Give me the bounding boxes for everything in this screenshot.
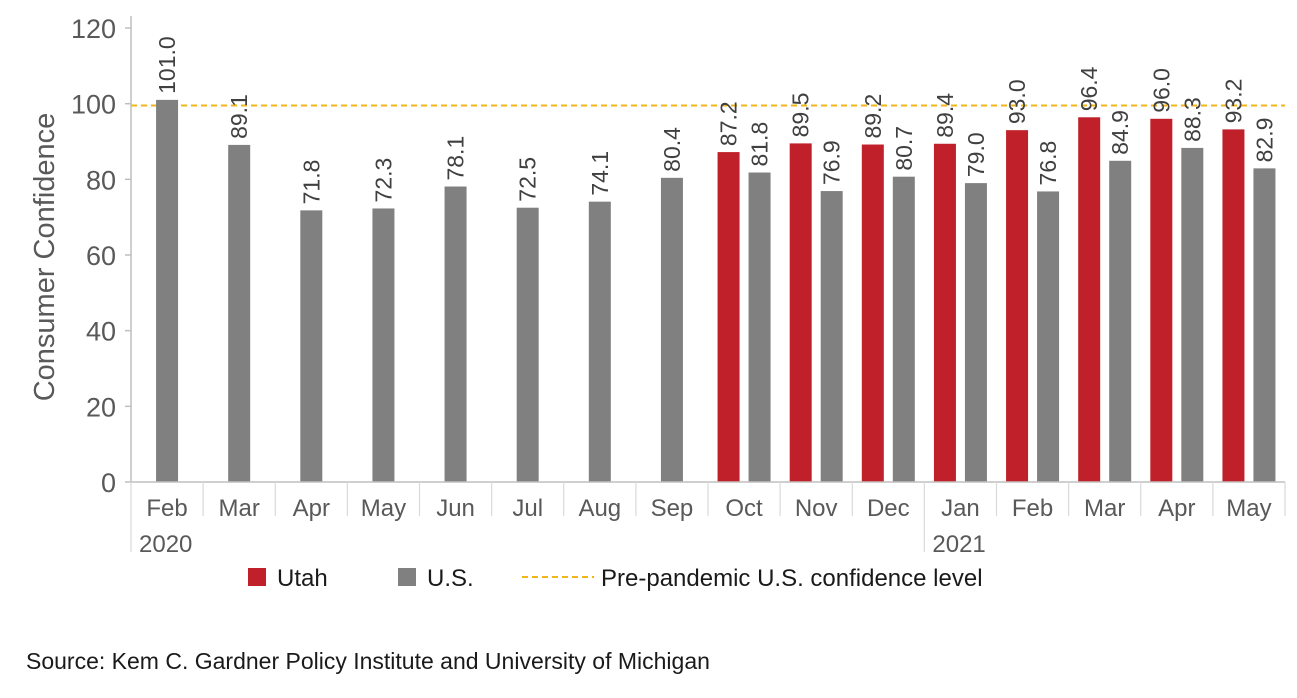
data-label-utah: 96.4 bbox=[1076, 66, 1102, 111]
y-tick-label: 120 bbox=[71, 14, 116, 44]
x-tick-label: Aug bbox=[578, 495, 621, 522]
bar-us bbox=[964, 183, 987, 482]
y-axis-label: Consumer Confidence bbox=[29, 113, 61, 402]
legend-label-utah: Utah bbox=[277, 565, 328, 592]
x-tick-label: Jan bbox=[941, 495, 980, 522]
data-label-us: 80.7 bbox=[891, 126, 917, 171]
bar-us bbox=[588, 201, 611, 482]
data-label-us: 76.8 bbox=[1035, 141, 1061, 186]
data-label-us: 82.9 bbox=[1251, 118, 1277, 163]
bar-us bbox=[156, 99, 179, 482]
data-label-us: 101.0 bbox=[154, 36, 180, 94]
bar-utah bbox=[789, 143, 812, 482]
data-label-us: 78.1 bbox=[443, 136, 469, 181]
bar-us bbox=[660, 177, 683, 482]
data-label-utah: 96.0 bbox=[1148, 68, 1174, 113]
bar-utah bbox=[717, 152, 740, 483]
x-tick-label: Sep bbox=[651, 495, 694, 522]
data-label-us: 89.1 bbox=[226, 94, 252, 139]
bar-us bbox=[300, 210, 323, 482]
bar-us bbox=[1181, 147, 1204, 482]
x-tick-label: May bbox=[361, 495, 406, 522]
y-tick-label: 40 bbox=[86, 317, 116, 347]
data-label-utah: 87.2 bbox=[716, 101, 742, 146]
x-tick-label: Jul bbox=[512, 495, 543, 522]
bar-us bbox=[892, 176, 915, 482]
x-tick-label: Dec bbox=[867, 495, 910, 522]
bar-utah bbox=[1006, 130, 1029, 482]
data-label-us: 81.8 bbox=[747, 122, 773, 167]
x-tick-label: Feb bbox=[146, 495, 187, 522]
data-label-us: 72.5 bbox=[515, 157, 541, 202]
data-label-utah: 93.2 bbox=[1220, 79, 1246, 124]
legend-swatch-utah bbox=[248, 568, 266, 586]
bar-us bbox=[1109, 160, 1132, 483]
data-label-us: 76.9 bbox=[819, 140, 845, 185]
x-axis: Feb Mar Apr May Jun Jul Aug Sep Oct Nov Dec Jan Feb M… bbox=[130, 481, 1286, 558]
x-tick-label: Jun bbox=[436, 495, 475, 522]
bar-utah bbox=[1078, 117, 1101, 482]
x-tick-label: Apr bbox=[1158, 495, 1195, 522]
y-tick-label: 20 bbox=[86, 392, 116, 422]
bar-us bbox=[1037, 191, 1060, 482]
x-tick-label: Feb bbox=[1012, 495, 1053, 522]
data-label-utah: 93.0 bbox=[1004, 79, 1030, 124]
data-label-us: 79.0 bbox=[963, 132, 989, 177]
data-label-us: 72.3 bbox=[370, 158, 396, 203]
y-tick-label: 100 bbox=[71, 90, 116, 120]
legend: Utah U.S. Pre-pandemic U.S. confidence lev… bbox=[248, 565, 983, 592]
x-tick-label: Oct bbox=[725, 495, 763, 522]
legend-swatch-us bbox=[398, 568, 416, 586]
x-year-label: 2020 bbox=[139, 531, 192, 558]
source-note: Source: Kem C. Gardner Policy Institute … bbox=[26, 648, 710, 674]
data-label-utah: 89.5 bbox=[788, 93, 814, 138]
bar-utah bbox=[1222, 129, 1245, 483]
bar-us bbox=[228, 144, 251, 482]
x-tick-label: May bbox=[1226, 495, 1271, 522]
bar-us bbox=[444, 186, 467, 482]
x-tick-label: Mar bbox=[219, 495, 260, 522]
data-label-us: 74.1 bbox=[587, 151, 613, 196]
legend-label-us: U.S. bbox=[427, 565, 474, 592]
bars: 101.0 89.1 71.8 72.3 78.1 72.5 74.1 80.4 87.2 81.… bbox=[154, 36, 1277, 483]
x-tick-label: Mar bbox=[1084, 495, 1125, 522]
y-tick-label: 80 bbox=[86, 165, 116, 195]
data-label-us: 84.9 bbox=[1107, 110, 1133, 155]
x-tick-label: Nov bbox=[795, 495, 838, 522]
data-label-utah: 89.2 bbox=[860, 94, 886, 139]
x-year-label: 2021 bbox=[932, 531, 985, 558]
legend-label-reference-line: Pre-pandemic U.S. confidence level bbox=[601, 565, 983, 592]
y-tick-label: 60 bbox=[86, 241, 116, 271]
bar-utah bbox=[861, 144, 884, 482]
bar-utah bbox=[933, 143, 956, 482]
y-axis: 0 20 40 60 80 100 120 Consumer Confidence bbox=[29, 14, 132, 498]
x-tick-label: Apr bbox=[293, 495, 330, 522]
data-label-us: 88.3 bbox=[1179, 97, 1205, 142]
data-label-us: 71.8 bbox=[298, 160, 324, 205]
data-label-us: 80.4 bbox=[659, 127, 685, 172]
data-label-utah: 89.4 bbox=[932, 93, 958, 138]
bar-us bbox=[372, 208, 395, 482]
bar-us bbox=[820, 191, 843, 483]
bar-us bbox=[748, 172, 771, 483]
bar-utah bbox=[1150, 118, 1173, 483]
y-tick-label: 0 bbox=[101, 468, 116, 498]
bar-us bbox=[516, 207, 539, 483]
bar-us bbox=[1253, 168, 1276, 482]
